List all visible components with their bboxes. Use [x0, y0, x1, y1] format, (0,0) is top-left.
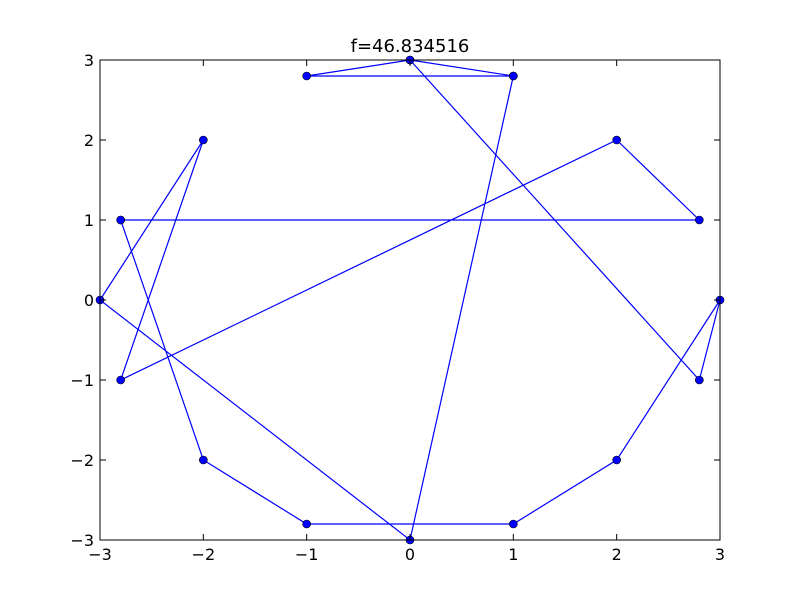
y-tick-label: 1	[84, 211, 94, 230]
data-point	[509, 71, 518, 81]
x-tick-label: −3	[88, 545, 112, 564]
x-tick-label: 1	[508, 545, 518, 564]
data-point	[199, 455, 208, 465]
data-point	[199, 135, 208, 145]
axes-ticks: −3 −2 −1 0 1 2 3 −3 −2 −1 0 1 2 3	[70, 51, 725, 564]
data-point	[302, 519, 311, 529]
x-tick-label: −1	[295, 545, 319, 564]
y-tick-label: −1	[70, 371, 94, 390]
axes-frame	[99, 59, 721, 541]
data-point	[509, 519, 518, 529]
data-point	[695, 215, 704, 225]
y-tick-label: 0	[84, 291, 94, 310]
y-tick-label: −3	[70, 531, 94, 550]
x-tick-label: −2	[192, 545, 216, 564]
data-point	[612, 135, 621, 145]
data-point	[302, 71, 311, 81]
y-tick-label: 3	[84, 51, 94, 70]
x-tick-label: 0	[405, 545, 415, 564]
data-point	[116, 215, 125, 225]
x-tick-label: 3	[715, 545, 725, 564]
x-tick-label: 2	[612, 545, 622, 564]
y-tick-label: 2	[84, 131, 94, 150]
data-point	[695, 375, 704, 385]
data-point	[116, 375, 125, 385]
chart-title: f=46.834516	[351, 36, 470, 57]
y-tick-label: −2	[70, 451, 94, 470]
data-point	[612, 455, 621, 465]
